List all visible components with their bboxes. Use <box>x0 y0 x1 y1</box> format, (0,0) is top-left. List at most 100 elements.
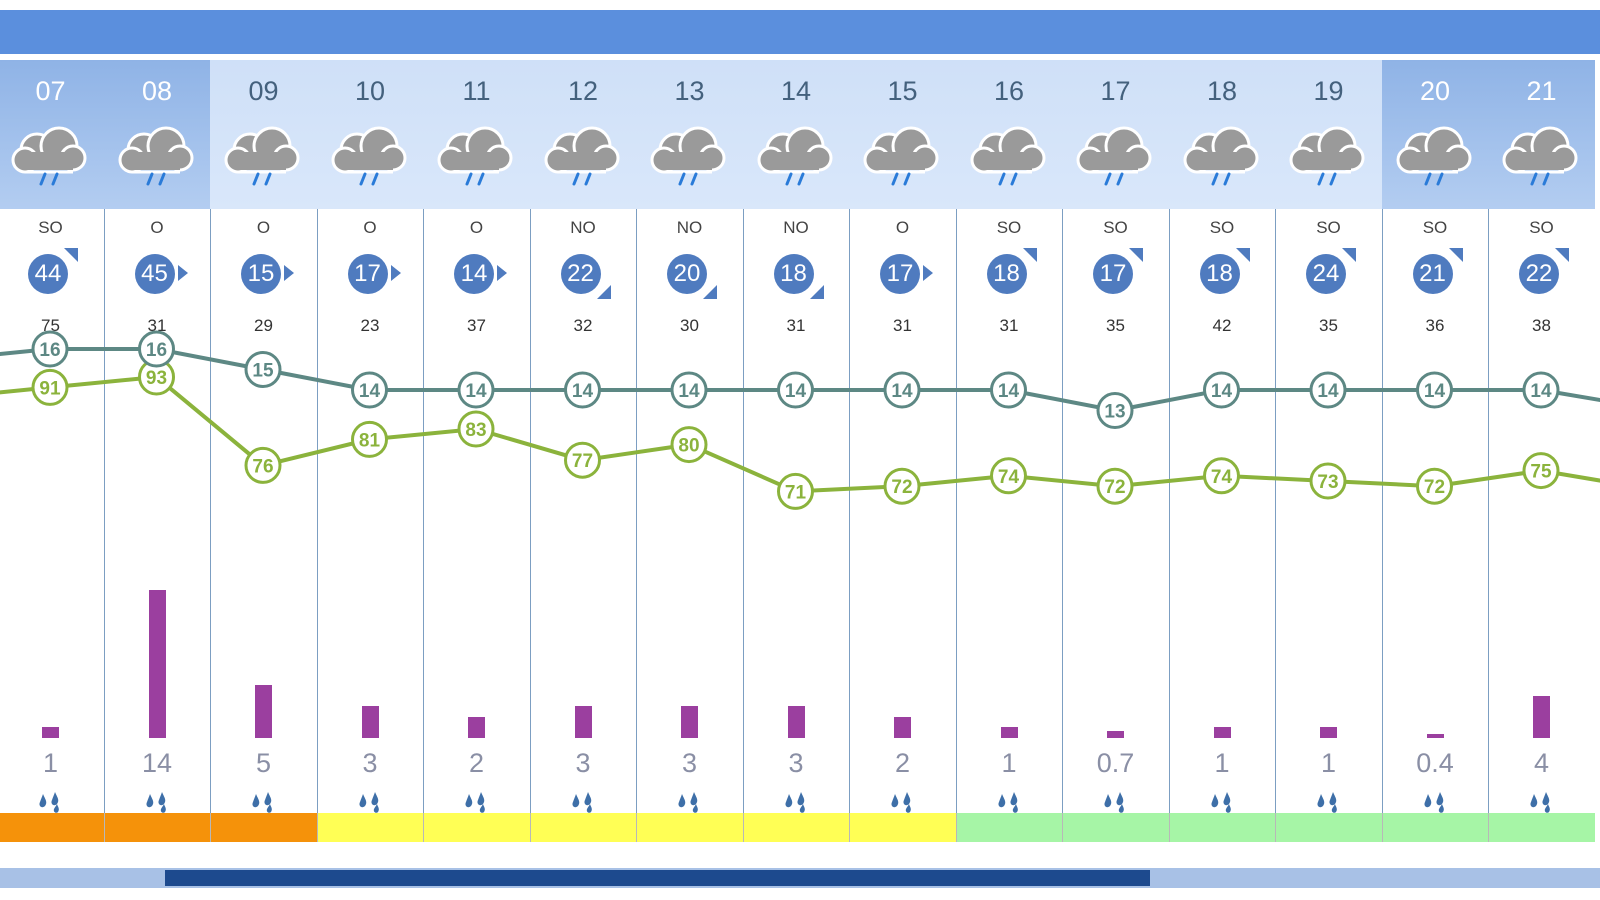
precipitation-amount: 2 <box>894 748 911 778</box>
day-number: 12 <box>567 76 599 106</box>
day-column[interactable]: 20 SO 21 36 0.4 <box>1381 60 1489 864</box>
horizontal-scrollbar[interactable] <box>0 868 1600 888</box>
day-column[interactable]: 07 SO 44 75 1 <box>0 60 104 864</box>
day-number: 19 <box>1313 76 1344 106</box>
wind-direction: O <box>150 218 164 237</box>
rain-drops-icon <box>674 790 706 814</box>
day-body <box>423 209 530 815</box>
precipitation-amount: 2 <box>468 748 485 778</box>
risk-level-strip <box>849 813 956 842</box>
wind-arrow-icon <box>1235 248 1250 262</box>
wind-gust: 75 <box>41 316 60 335</box>
rain-drops-icon <box>994 790 1026 814</box>
day-header: 09 <box>210 60 317 209</box>
day-column[interactable]: 18 SO 18 42 1 <box>1168 60 1276 864</box>
day-column[interactable]: 21 SO 22 38 4 <box>1488 60 1595 864</box>
wind-speed-badge: 22 <box>1519 254 1559 294</box>
rain-cloud-icon <box>220 122 304 194</box>
precipitation-bar <box>1320 727 1337 738</box>
rain-cloud-icon <box>646 122 730 194</box>
rain-cloud-icon <box>327 122 411 194</box>
wind-gust: 31 <box>786 316 806 335</box>
day-body <box>0 209 104 815</box>
day-body <box>1275 209 1382 815</box>
precipitation-bar <box>361 706 379 738</box>
day-header: 18 <box>1168 60 1276 209</box>
precipitation-amount: 1 <box>1320 748 1337 778</box>
day-column[interactable]: 14 NO 18 31 3 <box>742 60 850 864</box>
risk-level-strip <box>423 813 530 842</box>
wind-gust: 42 <box>1212 316 1232 335</box>
wind-indicator: 20 <box>636 252 743 300</box>
precipitation-bar <box>1107 730 1124 738</box>
day-column[interactable]: 09 O 15 29 5 <box>210 60 317 864</box>
precipitation-amount: 3 <box>788 748 804 778</box>
wind-arrow-icon <box>1129 248 1143 262</box>
wind-arrow-icon <box>923 265 933 281</box>
day-column[interactable]: 13 NO 20 30 3 <box>636 60 743 864</box>
wind-indicator: 18 <box>1169 248 1276 300</box>
wind-gust: 30 <box>680 316 699 335</box>
wind-speed-badge: 20 <box>667 254 707 294</box>
precipitation-amount: 1 <box>1214 748 1230 778</box>
wind-arrow-icon <box>596 285 611 299</box>
precipitation-bar <box>681 706 698 738</box>
wind-arrow-icon <box>177 265 188 281</box>
precipitation-amount: 14 <box>141 748 173 778</box>
day-number: 20 <box>1419 76 1451 106</box>
rain-drops-icon <box>568 790 600 814</box>
rain-cloud-icon <box>1179 122 1263 194</box>
day-column[interactable]: 11 O 14 37 2 <box>423 60 530 864</box>
day-body <box>1168 209 1276 815</box>
scrollbar-thumb[interactable] <box>165 870 1150 886</box>
wind-speed-badge: 44 <box>28 254 68 294</box>
day-number: 14 <box>780 76 812 106</box>
wind-arrow-icon <box>703 285 717 299</box>
wind-gust: 29 <box>254 316 273 335</box>
day-column[interactable]: 15 O 17 31 2 <box>849 60 956 864</box>
risk-level-strip <box>636 813 743 842</box>
wind-gust: 31 <box>999 316 1019 335</box>
risk-level-strip <box>742 813 850 842</box>
day-header: 10 <box>316 60 424 209</box>
day-column[interactable]: 16 SO 18 31 1 <box>955 60 1063 864</box>
rain-cloud-icon <box>540 122 624 194</box>
day-column[interactable]: 17 SO 17 35 0.7 <box>1062 60 1169 864</box>
day-header: 13 <box>636 60 743 209</box>
precipitation-amount: 3 <box>575 748 591 778</box>
day-number: 18 <box>1206 76 1238 106</box>
risk-level-strip <box>210 813 317 842</box>
wind-direction: SO <box>38 218 63 237</box>
day-column[interactable]: 10 O 17 23 3 <box>316 60 424 864</box>
precipitation-bar <box>255 685 272 738</box>
precipitation-bar <box>148 589 166 738</box>
wind-direction: O <box>363 218 377 237</box>
wind-indicator: 45 <box>104 252 211 300</box>
rain-drops-icon <box>355 790 387 814</box>
day-column[interactable]: 12 NO 22 32 3 <box>529 60 637 864</box>
day-header: 20 <box>1381 60 1489 209</box>
precipitation-amount: 3 <box>362 748 378 778</box>
day-header: 16 <box>955 60 1063 209</box>
wind-arrow-icon <box>1342 248 1356 262</box>
wind-gust: 37 <box>467 316 486 335</box>
wind-gust: 23 <box>360 316 380 335</box>
day-number: 15 <box>887 76 918 106</box>
wind-arrow-icon <box>1555 248 1569 262</box>
forecast-panel: 07 SO 44 75 1 08 O 45 31 14 09 O 15 29 5 10 O 17 23 3 11 O 14 3… <box>0 60 1600 864</box>
precipitation-bar <box>1213 727 1231 738</box>
day-column[interactable]: 19 SO 24 35 1 <box>1275 60 1382 864</box>
wind-indicator: 15 <box>210 252 317 300</box>
precipitation-amount: 3 <box>681 748 698 778</box>
day-header: 17 <box>1062 60 1169 209</box>
risk-level-strip <box>0 813 104 842</box>
wind-speed-badge: 14 <box>454 254 494 294</box>
wind-indicator: 44 <box>0 248 104 300</box>
wind-arrow-icon <box>497 265 507 281</box>
wind-indicator: 21 <box>1382 248 1489 300</box>
day-number: 09 <box>248 76 279 106</box>
day-number: 10 <box>354 76 386 106</box>
day-column[interactable]: 08 O 45 31 14 <box>103 60 211 864</box>
risk-level-strip <box>955 813 1063 842</box>
wind-direction: SO <box>1103 218 1128 237</box>
